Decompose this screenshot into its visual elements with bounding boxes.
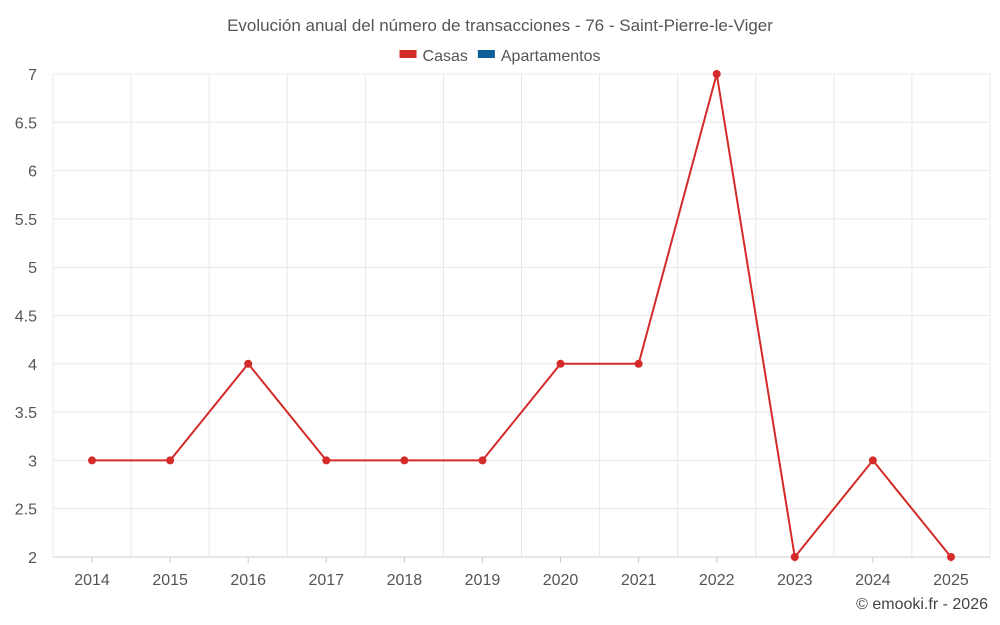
legend-swatch (477, 50, 495, 58)
legend-label: Casas (423, 48, 468, 65)
data-point[interactable] (400, 456, 409, 465)
x-tick-label: 2023 (777, 572, 813, 589)
legend: Casas Apartamentos (399, 48, 601, 65)
chart-title: Evolución anual del número de transaccio… (227, 16, 773, 35)
grid (52, 73, 991, 558)
y-tick-label: 4 (28, 357, 37, 374)
x-tick-label: 2017 (308, 572, 344, 589)
x-axis: 2014 2015 2016 2017 2018 2019 2020 2021 2022 2023… (53, 556, 990, 589)
series-group (88, 70, 955, 561)
y-tick-label: 7 (28, 67, 37, 84)
x-tick-label: 2016 (230, 572, 266, 589)
y-tick-label: 5 (28, 260, 37, 277)
x-tick-label: 2025 (933, 572, 969, 589)
x-tick-label: 2019 (465, 572, 501, 589)
data-point[interactable] (712, 70, 721, 78)
y-tick-label: 3.5 (15, 405, 37, 422)
legend-swatch (399, 50, 417, 58)
y-tick-label: 6 (28, 164, 37, 181)
data-point[interactable] (556, 359, 565, 368)
y-tick-label: 2 (28, 550, 37, 567)
y-axis: 2 2.5 3 3.5 4 4.5 5 5.5 6 6.5 7 (15, 67, 37, 567)
data-point[interactable] (244, 359, 253, 368)
data-point[interactable] (322, 456, 331, 465)
legend-label: Apartamentos (501, 48, 601, 65)
y-tick-label: 5.5 (15, 212, 37, 229)
x-tick-label: 2018 (387, 572, 423, 589)
data-point[interactable] (166, 456, 175, 465)
legend-item-apartamentos[interactable]: Apartamentos (477, 48, 601, 65)
data-point[interactable] (478, 456, 487, 465)
x-tick-label: 2015 (152, 572, 188, 589)
y-tick-label: 4.5 (15, 309, 37, 326)
x-tick-label: 2024 (855, 572, 891, 589)
data-point[interactable] (946, 553, 955, 561)
data-point[interactable] (88, 456, 97, 465)
data-point[interactable] (790, 553, 799, 561)
credit-text: © emooki.fr - 2026 (856, 596, 988, 613)
y-tick-label: 6.5 (15, 115, 37, 132)
series-line-casas (92, 73, 952, 558)
legend-item-casas[interactable]: Casas (399, 48, 468, 65)
y-tick-label: 3 (28, 453, 37, 470)
x-tick-label: 2014 (74, 572, 110, 589)
data-point[interactable] (868, 456, 877, 465)
data-point[interactable] (634, 359, 643, 368)
y-tick-label: 2.5 (15, 502, 37, 519)
x-tick-label: 2022 (699, 572, 735, 589)
x-tick-label: 2020 (543, 572, 579, 589)
x-tick-label: 2021 (621, 572, 657, 589)
